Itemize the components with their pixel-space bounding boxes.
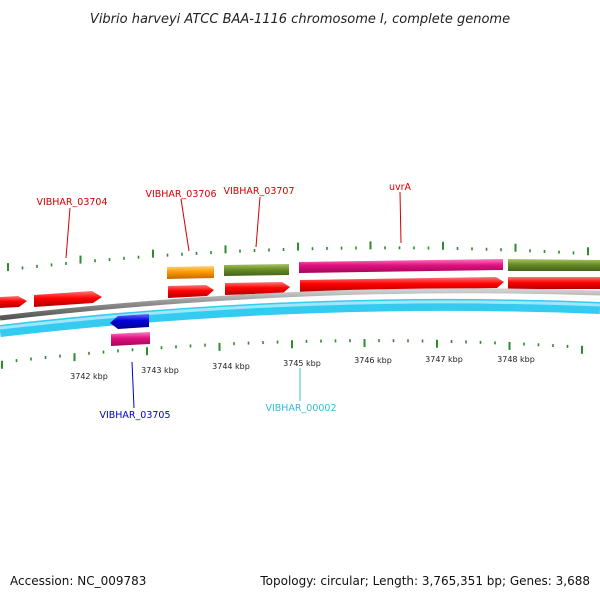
tick-label: 3744 kbp: [212, 362, 250, 371]
gene-arrow[interactable]: [168, 285, 214, 298]
gene-label[interactable]: VIBHAR_03704: [36, 197, 107, 208]
inner-tick-ring: [1, 339, 583, 369]
gene-labels: VIBHAR_03704 VIBHAR_03706 VIBHAR_03707 u…: [36, 182, 411, 421]
leader-line: [255, 196, 261, 248]
gene-arrow[interactable]: [300, 277, 504, 292]
feature-pink-segment[interactable]: [299, 259, 503, 273]
tick-label: 3745 kbp: [283, 359, 321, 368]
gene-label[interactable]: VIBHAR_00002: [265, 403, 336, 414]
gene-label[interactable]: VIBHAR_03706: [145, 189, 216, 200]
feature-olive-segment[interactable]: [224, 264, 289, 276]
leader-line: [399, 191, 402, 244]
outer-tick-ring: [7, 241, 589, 272]
gene-arrow-reverse[interactable]: [110, 314, 149, 329]
gene-arrow[interactable]: [508, 277, 600, 289]
tick-label: 3743 kbp: [141, 366, 179, 375]
gene-label[interactable]: uvrA: [389, 182, 412, 193]
genome-summary-text: Topology: circular; Length: 3,765,351 bp…: [259, 574, 590, 588]
tick-label: 3742 kbp: [70, 372, 108, 381]
tick-label: 3746 kbp: [354, 356, 392, 365]
gene-arrow[interactable]: [34, 291, 102, 307]
rna-track-cyan[interactable]: [0, 298, 600, 337]
accession-text: Accession: NC_009783: [10, 574, 146, 588]
tick-label: 3748 kbp: [497, 355, 535, 364]
map-title: Vibrio harveyi ATCC BAA-1116 chromosome …: [90, 12, 510, 27]
gene-label[interactable]: VIBHAR_03707: [223, 186, 294, 197]
leader-line: [180, 198, 190, 252]
leader-line: [131, 361, 135, 409]
feature-pink-segment[interactable]: [111, 332, 150, 346]
gene-label[interactable]: VIBHAR_03705: [99, 410, 170, 421]
gene-track-forward: [0, 277, 600, 308]
label-leaders: [65, 191, 402, 409]
gene-arrow[interactable]: [0, 296, 27, 308]
feature-olive-segment[interactable]: [508, 259, 600, 271]
feature-orange-segment[interactable]: [167, 266, 214, 279]
axis-tick-labels: 3742 kbp 3743 kbp 3744 kbp 3745 kbp 3746…: [70, 355, 535, 381]
tick-label: 3747 kbp: [425, 355, 463, 364]
feature-track-upper: [167, 259, 600, 279]
gene-arrow[interactable]: [225, 282, 290, 295]
chromosome-backbone: [0, 288, 600, 321]
rna-track-cyan-highlight: [0, 300, 600, 330]
leader-line: [65, 207, 71, 259]
